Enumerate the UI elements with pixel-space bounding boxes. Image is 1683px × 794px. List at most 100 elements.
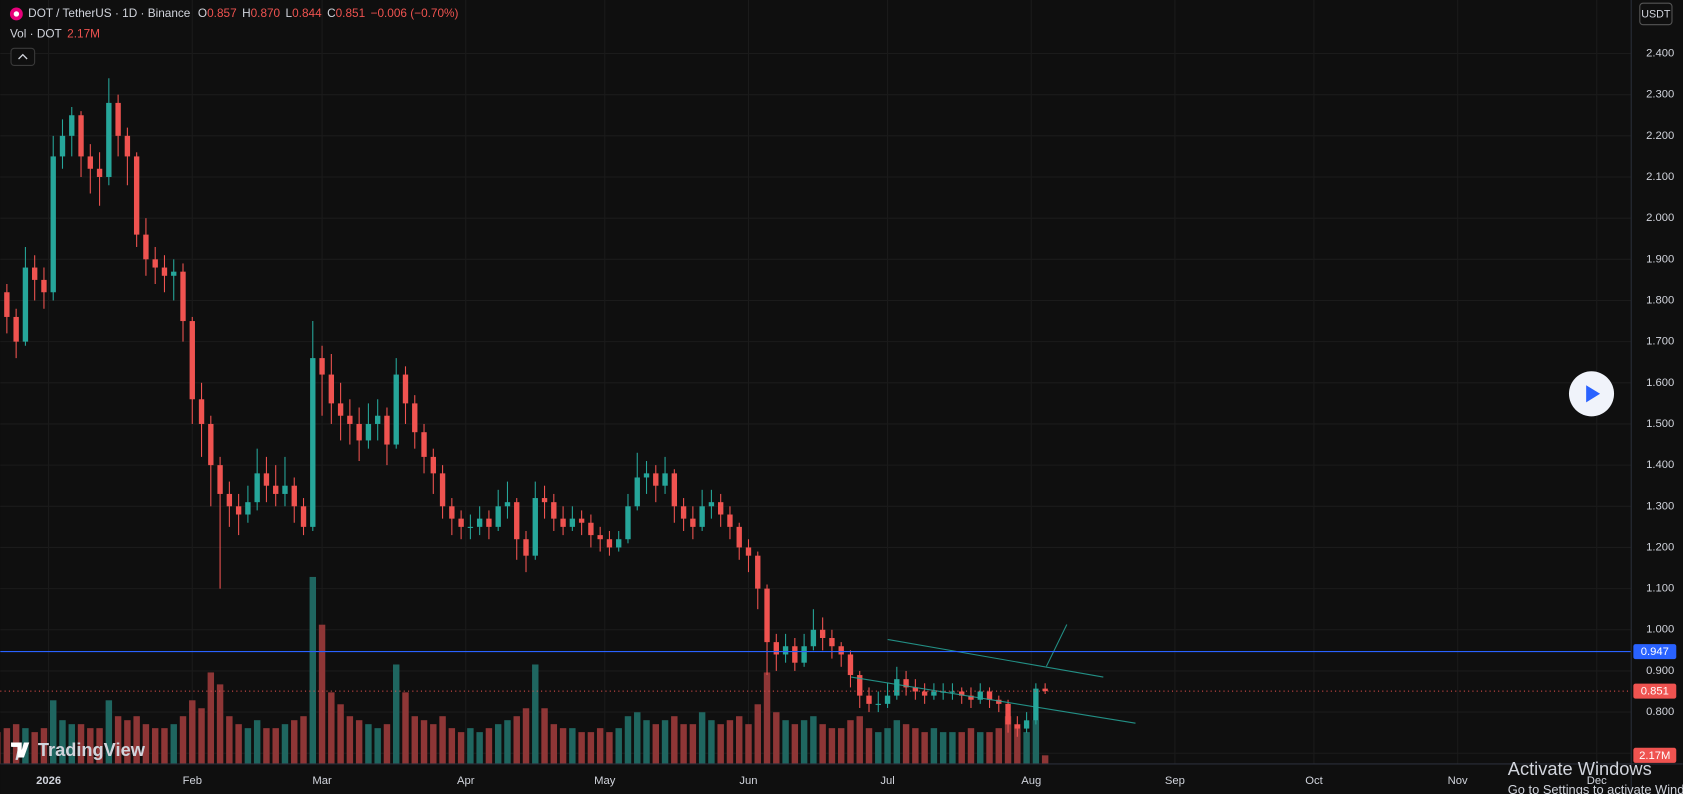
x-tick-label: May	[594, 775, 616, 787]
x-tick-label: Mar	[312, 775, 332, 787]
candle-body	[449, 506, 455, 519]
change: −0.006	[371, 6, 408, 20]
candle-body	[291, 485, 297, 507]
candle-body	[421, 432, 427, 457]
watermark-title: Activate Windows	[1508, 758, 1652, 779]
candle-body	[356, 423, 362, 441]
x-tick-label: 2026	[36, 775, 61, 787]
symbol-icon-dot	[13, 11, 20, 17]
volume-bar	[77, 724, 85, 764]
candle-body	[282, 485, 288, 494]
candle-body	[1023, 720, 1030, 729]
volume-bar	[569, 728, 576, 764]
volume-bar	[105, 700, 113, 764]
volume-title: Vol · DOT	[10, 26, 62, 40]
volume-bar	[393, 664, 400, 764]
candle-body	[476, 518, 483, 527]
candle-body	[87, 156, 93, 169]
volume-value: 2.17M	[67, 26, 100, 40]
volume-bar	[958, 732, 965, 764]
volume-bar	[355, 720, 363, 764]
candle-body	[996, 699, 1002, 704]
volume-bar	[142, 724, 150, 764]
volume-bar	[68, 724, 75, 764]
collapse-button[interactable]	[10, 47, 36, 66]
candle-body	[319, 358, 325, 375]
currency-box[interactable]	[1639, 2, 1673, 26]
volume-bar	[50, 700, 57, 764]
volume-bar	[235, 724, 242, 764]
last-price-label: 0.851	[1641, 686, 1669, 698]
candle-body	[245, 502, 251, 515]
candle-body	[708, 502, 715, 507]
volume-bar	[1014, 724, 1021, 764]
volume-bar	[939, 732, 947, 764]
candle-body	[866, 695, 872, 704]
candle-body	[226, 493, 233, 507]
volume-bar	[87, 728, 94, 764]
candle-body	[819, 629, 826, 639]
y-tick-label: 0.900	[1646, 665, 1674, 677]
candle-body	[4, 292, 10, 317]
currency-button[interactable]: USDT	[1639, 2, 1673, 26]
ohlc-label: H	[242, 6, 251, 20]
volume-bar	[318, 624, 326, 764]
candle-body	[662, 473, 668, 486]
volume-bar	[467, 728, 474, 764]
candle-body	[310, 358, 316, 527]
volume-bar	[476, 732, 483, 764]
symbol[interactable]: DOT / TetherUS · 1D · Binance	[28, 6, 191, 20]
volume-bar	[698, 712, 706, 764]
candle-body	[106, 102, 112, 177]
volume-bar	[578, 732, 585, 764]
volume-bar	[114, 716, 122, 764]
y-tick-label: 1.100	[1646, 583, 1674, 595]
volume-bar	[837, 728, 845, 764]
candle-body	[412, 403, 418, 433]
volume-bar	[596, 728, 604, 764]
candle-body	[884, 695, 891, 704]
volume-bar	[504, 720, 511, 764]
volume-bar	[1023, 732, 1030, 764]
candle-body	[810, 629, 817, 647]
volume-bar	[559, 728, 567, 764]
volume-bar	[634, 712, 641, 764]
y-tick-label: 1.200	[1646, 541, 1674, 553]
volume-bar	[198, 708, 205, 764]
candle-body	[365, 423, 372, 441]
candle-body	[328, 374, 335, 404]
logo-icon	[11, 742, 30, 758]
volume-bar	[151, 728, 159, 764]
collapse-button-box[interactable]	[10, 47, 36, 66]
volume-bar	[365, 724, 372, 764]
volume-bar	[773, 712, 780, 764]
candle-body	[616, 539, 622, 548]
candle-body	[171, 271, 177, 276]
candle-body	[1014, 724, 1021, 729]
volume-bar	[272, 728, 279, 764]
volume-bar	[967, 728, 975, 764]
channel-lower	[851, 676, 1136, 724]
volume-bar	[3, 728, 11, 764]
last-price-tag	[1633, 683, 1677, 699]
channel-upper	[887, 638, 1104, 678]
y-tick-label: 2.200	[1646, 130, 1674, 142]
trend-channel	[851, 624, 1136, 724]
play-button[interactable]	[1568, 371, 1615, 417]
candle-body	[755, 555, 761, 589]
volume-bar	[587, 732, 595, 764]
candle-body	[514, 502, 520, 540]
volume-bar	[986, 732, 993, 764]
volume-bar	[643, 720, 650, 764]
volume-bar	[671, 716, 678, 764]
candle-body	[1042, 688, 1048, 692]
overlay	[0, 651, 1632, 692]
candle-body	[764, 588, 770, 643]
volume-bar	[912, 728, 919, 764]
volume-bar	[884, 728, 891, 764]
volume-bar	[383, 724, 391, 764]
volume-bar	[541, 708, 548, 764]
volume-bar	[819, 724, 826, 764]
candle-body	[977, 691, 983, 700]
candle-body	[931, 691, 937, 696]
